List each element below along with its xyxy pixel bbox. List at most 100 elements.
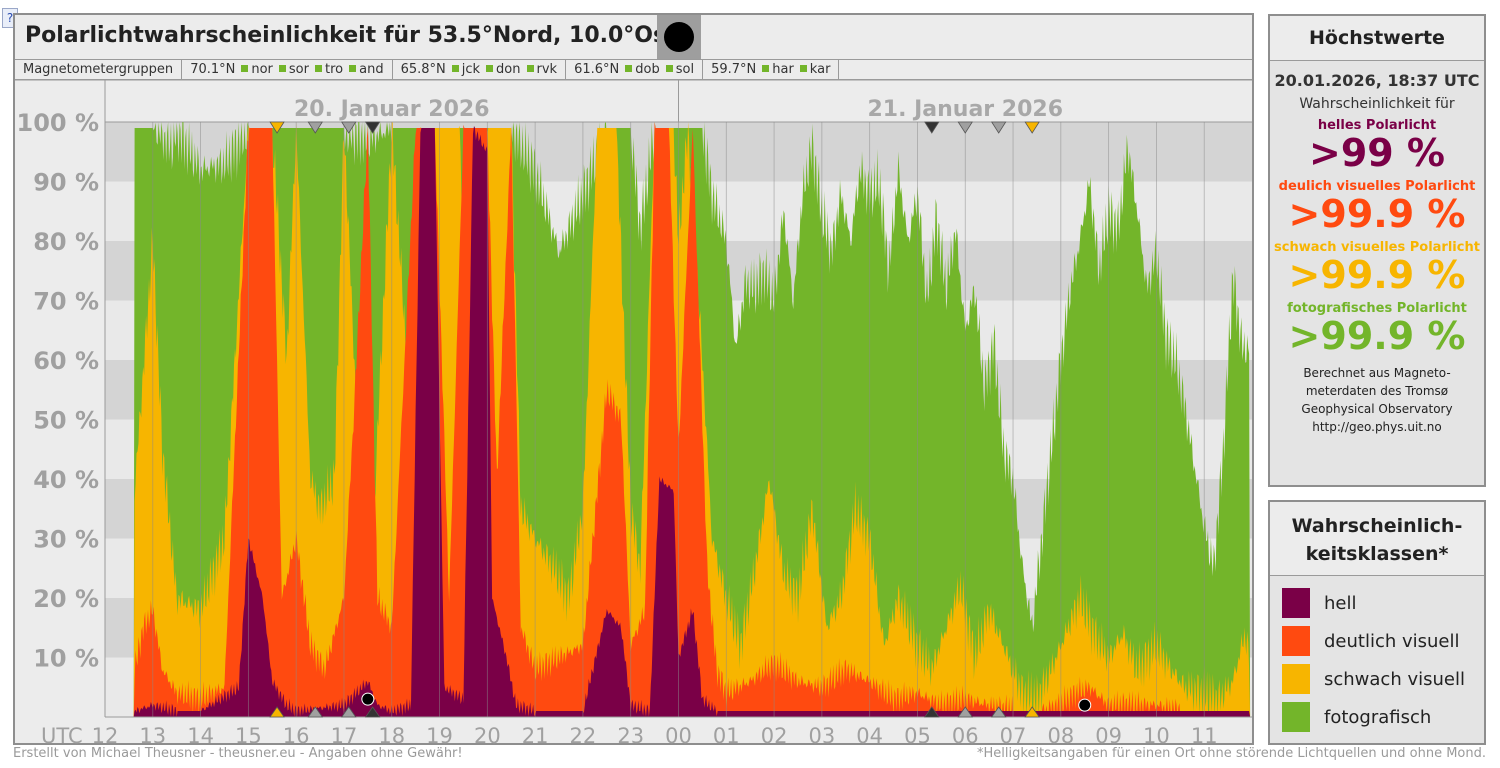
max-class-value: >99.9 % — [1288, 253, 1466, 297]
x-axis-label: UTC — [41, 724, 83, 745]
bottom-marker-icon — [1024, 706, 1040, 718]
x-tick-label: 16 — [283, 724, 310, 745]
station-square-icon — [486, 65, 494, 72]
x-tick-label: 00 — [665, 724, 692, 745]
max-values-datetime: 20.01.2026, 18:37 UTC — [1274, 71, 1480, 90]
station-square-icon — [799, 65, 807, 72]
bottom-marker-icon — [990, 706, 1007, 718]
x-tick-label: 15 — [235, 724, 262, 745]
y-tick-label: 90 % — [33, 169, 99, 197]
max-values-subtitle: Wahrscheinlichkeit für — [1299, 96, 1455, 112]
station-code: sor — [288, 62, 309, 77]
x-tick-label: 14 — [187, 724, 214, 745]
top-marker-icon — [364, 121, 381, 134]
station-item: har — [762, 62, 794, 77]
bottom-marker-icon — [340, 706, 357, 718]
station-item: and — [349, 62, 384, 77]
y-tick-label: 40 % — [33, 466, 99, 494]
station-code: kar — [809, 62, 831, 77]
page-title: Polarlichtwahrscheinlichkeit für 53.5°No… — [25, 23, 677, 48]
x-tick-label: 13 — [139, 724, 166, 745]
event-dot-icon — [1078, 698, 1092, 712]
max-class-value: >99 % — [1308, 131, 1446, 175]
station-item: kar — [799, 62, 831, 77]
note-line: Geophysical Observatory — [1301, 402, 1453, 416]
hell-area — [133, 126, 1251, 717]
legend-heading-line: keitsklassen* — [1305, 543, 1449, 565]
station-item: tro — [314, 62, 344, 77]
x-tick-label: 10 — [1143, 724, 1170, 745]
bottom-marker-icon — [924, 706, 940, 718]
data-source-note: Berechnet aus Magneto- meterdaten des Tr… — [1270, 364, 1484, 436]
legend-swatch — [1282, 702, 1310, 732]
y-tick-label: 60 % — [33, 347, 99, 375]
bottom-marker-icon — [957, 706, 974, 718]
y-tick-label: 70 % — [33, 288, 99, 316]
station-square-icon — [241, 65, 249, 72]
date-label: 20. Januar 2026 — [294, 97, 490, 122]
x-tick-label: 23 — [617, 724, 644, 745]
station-code: and — [359, 62, 384, 77]
deutlich-area — [133, 122, 1251, 717]
station-item: jck — [451, 62, 480, 77]
legend-swatch — [1282, 588, 1310, 618]
legend-label: hell — [1324, 593, 1357, 614]
max-values-panel: Höchstwerte 20.01.2026, 18:37 UTC Wahrsc… — [1268, 14, 1486, 487]
station-code: tro — [324, 62, 344, 77]
station-square-icon — [625, 65, 633, 72]
x-tick-label: 12 — [92, 724, 119, 745]
max-class-value: >99.9 % — [1288, 192, 1466, 236]
station-code: har — [772, 62, 794, 77]
x-tick-label: 11 — [1191, 724, 1218, 745]
x-tick-label: 19 — [426, 724, 453, 745]
magnetometer-groups-bar: Magnetometergruppen 70.1°N nor sor tro and 65.… — [15, 60, 1252, 80]
x-tick-label: 01 — [713, 724, 740, 745]
station-item: sol — [665, 62, 695, 77]
legend-label: fotografisch — [1324, 707, 1432, 728]
legend-swatch — [1282, 626, 1310, 656]
top-marker-icon — [307, 121, 324, 134]
y-tick-label: 10 % — [33, 645, 99, 673]
magnetometer-group: 65.8°N jck don rvk — [393, 60, 567, 79]
station-code: sol — [675, 62, 695, 77]
note-line: http://geo.phys.uit.no — [1312, 420, 1442, 434]
legend-swatch — [1282, 664, 1310, 694]
station-item: don — [486, 62, 521, 77]
group-latitude: 65.8°N — [400, 62, 446, 77]
footer-note: *Helligkeitsangaben für einen Ort ohne s… — [977, 746, 1486, 761]
station-item: rvk — [526, 62, 557, 77]
station-square-icon — [526, 65, 534, 72]
station-item: dob — [625, 62, 660, 77]
x-tick-label: 20 — [474, 724, 501, 745]
top-marker-icon — [924, 121, 940, 134]
x-tick-label: 21 — [522, 724, 549, 745]
max-class-label: fotografisches Polarlicht — [1287, 301, 1467, 316]
station-square-icon — [762, 65, 770, 72]
station-square-icon — [314, 65, 322, 72]
top-marker-icon — [957, 121, 973, 134]
legend-label: schwach visuell — [1324, 669, 1465, 690]
bottom-marker-icon — [269, 706, 285, 718]
x-tick-label: 07 — [1000, 724, 1027, 745]
max-values-heading: Höchstwerte — [1270, 16, 1484, 61]
x-tick-label: 04 — [856, 724, 883, 745]
top-marker-icon — [990, 121, 1007, 134]
group-latitude: 59.7°N — [711, 62, 757, 77]
station-item: nor — [241, 62, 273, 77]
station-square-icon — [665, 65, 673, 72]
max-class-label: schwach visuelles Polarlicht — [1274, 240, 1480, 255]
x-tick-label: 06 — [952, 724, 979, 745]
x-tick-label: 03 — [809, 724, 836, 745]
max-class-label: helles Polarlicht — [1317, 118, 1437, 133]
moon-phase-box — [657, 15, 701, 59]
max-class-value: >99.9 % — [1288, 314, 1466, 358]
moon-phase-icon — [664, 22, 694, 52]
legend-heading-line: Wahrscheinlich- — [1291, 515, 1463, 537]
date-label: 21. Januar 2026 — [867, 97, 1063, 122]
y-tick-label: 20 % — [33, 585, 99, 613]
group-latitude: 70.1°N — [190, 62, 236, 77]
station-code: nor — [251, 62, 273, 77]
station-code: dob — [635, 62, 660, 77]
title-bar: Polarlichtwahrscheinlichkeit für 53.5°No… — [15, 15, 1252, 60]
y-tick-label: 30 % — [33, 526, 99, 554]
